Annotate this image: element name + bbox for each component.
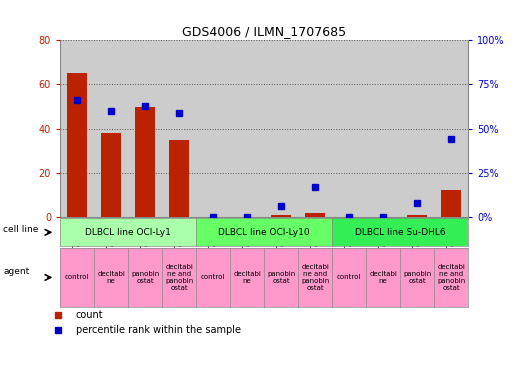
Bar xyxy=(169,140,189,217)
Bar xyxy=(60,40,94,217)
Bar xyxy=(400,40,434,217)
Text: panobin
ostat: panobin ostat xyxy=(403,271,431,284)
Bar xyxy=(271,215,291,217)
Bar xyxy=(264,40,298,217)
Text: decitabi
ne and
panobin
ostat: decitabi ne and panobin ostat xyxy=(165,264,194,291)
Text: DLBCL line Su-DHL6: DLBCL line Su-DHL6 xyxy=(355,228,446,237)
Title: GDS4006 / ILMN_1707685: GDS4006 / ILMN_1707685 xyxy=(182,25,346,38)
Text: decitabi
ne and
panobin
ostat: decitabi ne and panobin ostat xyxy=(301,264,329,291)
Bar xyxy=(366,40,400,217)
Bar xyxy=(332,40,366,217)
Bar xyxy=(128,40,162,217)
Text: agent: agent xyxy=(3,267,29,276)
Text: control: control xyxy=(201,275,225,280)
Text: control: control xyxy=(337,275,361,280)
Text: decitabi
ne: decitabi ne xyxy=(233,271,261,284)
Bar xyxy=(94,40,128,217)
Bar xyxy=(162,40,196,217)
Text: DLBCL line OCI-Ly10: DLBCL line OCI-Ly10 xyxy=(218,228,310,237)
Bar xyxy=(298,40,332,217)
Text: cell line: cell line xyxy=(3,225,38,234)
Bar xyxy=(67,73,87,217)
Bar xyxy=(101,133,121,217)
Bar xyxy=(407,215,427,217)
Text: decitabi
ne and
panobin
ostat: decitabi ne and panobin ostat xyxy=(437,264,465,291)
Bar xyxy=(305,213,325,217)
Text: count: count xyxy=(75,310,103,320)
Bar xyxy=(230,40,264,217)
Text: panobin
ostat: panobin ostat xyxy=(267,271,295,284)
Text: control: control xyxy=(65,275,89,280)
Text: percentile rank within the sample: percentile rank within the sample xyxy=(75,325,241,335)
Bar xyxy=(196,40,230,217)
Bar xyxy=(434,40,468,217)
Text: panobin
ostat: panobin ostat xyxy=(131,271,160,284)
Text: decitabi
ne: decitabi ne xyxy=(369,271,397,284)
Bar xyxy=(135,107,155,217)
Text: decitabi
ne: decitabi ne xyxy=(97,271,125,284)
Text: DLBCL line OCI-Ly1: DLBCL line OCI-Ly1 xyxy=(85,228,171,237)
Bar xyxy=(441,190,461,217)
